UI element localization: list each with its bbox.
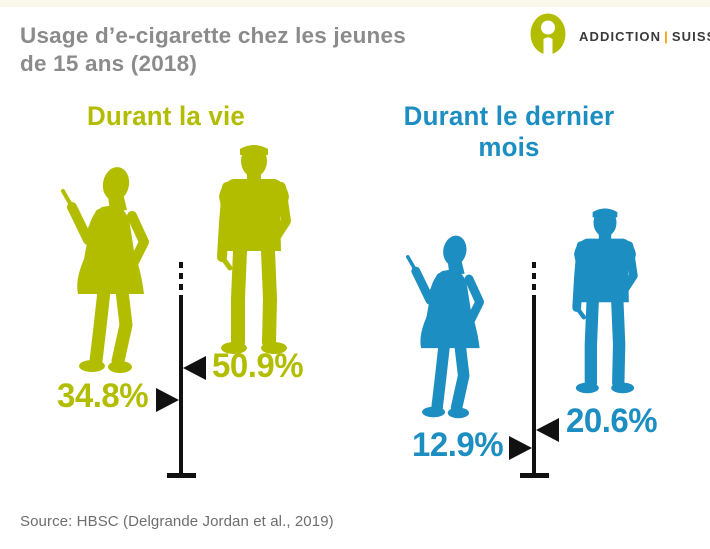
addiction-suisse-logo-icon: [530, 13, 566, 59]
male-silhouette-icon-lifetime: [193, 141, 315, 356]
logo-name: ADDICTION: [579, 28, 662, 44]
logo-region: SUISSE: [671, 28, 710, 44]
arrow-left-icon-male-last-month: [536, 418, 559, 442]
gauge-line: [179, 296, 183, 477]
source-citation: Source: HBSC (Delgrande Jordan et al., 2…: [20, 513, 334, 530]
arrow-right-icon-female-lifetime: [156, 388, 179, 412]
gauge-line: [532, 296, 536, 477]
arrow-left-icon-male-lifetime: [183, 356, 206, 380]
female-silhouette-icon-last-month: [396, 232, 503, 420]
logo-wordmark: ADDICTION|SUISSE: [579, 29, 710, 44]
gauge-base: [520, 473, 549, 478]
section-title-last-month: Durant le dernier mois: [403, 101, 615, 162]
value-label-male-lifetime: 50.9%: [212, 347, 304, 385]
female-silhouette-icon-lifetime: [50, 163, 170, 375]
value-label-female-last-month: 12.9%: [412, 426, 504, 464]
value-label-male-last-month: 20.6%: [566, 402, 658, 440]
section-title-lifetime: Durant la vie: [86, 101, 246, 131]
logo-separator: |: [664, 28, 669, 44]
gauge-dashed-top: [179, 262, 183, 296]
top-accent-strip: [0, 0, 710, 7]
male-silhouette-icon-last-month: [551, 205, 659, 395]
gauge-base: [167, 473, 196, 478]
value-label-female-lifetime: 34.8%: [57, 377, 149, 415]
gauge-dashed-top: [532, 262, 536, 296]
page-title: Usage d’e-cigarette chez les jeunes de 1…: [20, 23, 406, 76]
arrow-right-icon-female-last-month: [509, 436, 532, 460]
addiction-suisse-logo: ADDICTION|SUISSE: [530, 13, 710, 59]
